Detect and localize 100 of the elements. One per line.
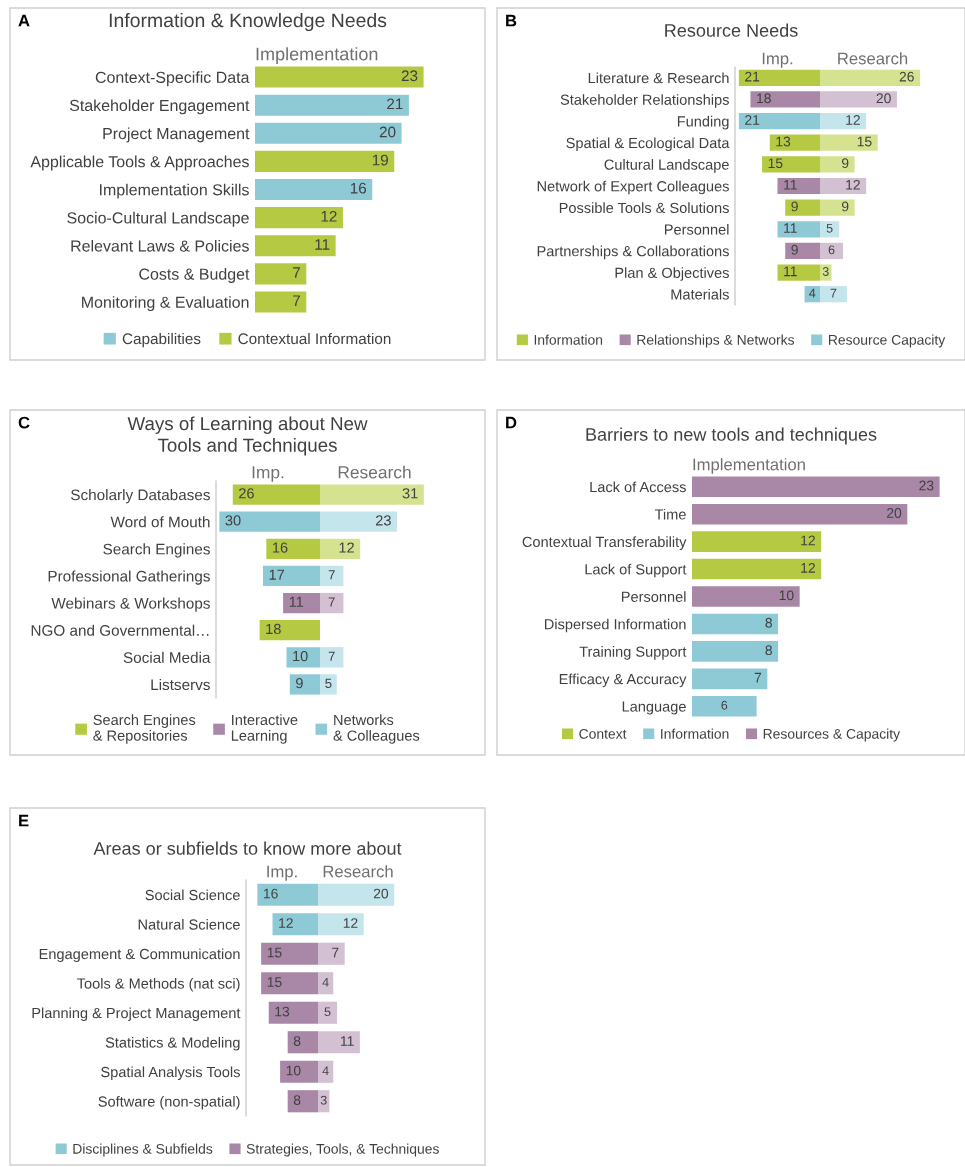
data-label: 7 (754, 672, 762, 683)
bar (692, 476, 940, 498)
bar (255, 66, 424, 88)
bar (692, 558, 822, 580)
text: B (506, 14, 517, 27)
data-label: 12 (279, 918, 293, 928)
data-label: 26 (239, 488, 254, 499)
x-axis-title: Imp. (762, 52, 793, 68)
y-tick-label: Engagement & Communication (39, 948, 240, 963)
data-label: 12 (801, 562, 815, 573)
data-label: 7 (328, 651, 335, 661)
legend-label: Networks & Colleagues (333, 714, 420, 744)
data-label: 21 (745, 114, 760, 125)
bar (255, 94, 409, 116)
y-tick-label: Efficacy & Accuracy (559, 673, 687, 688)
y-tick-label: Cultural Landscape (604, 159, 729, 173)
y-tick-label: Lack of Support (585, 563, 687, 578)
x-axis-title: Imp. (267, 865, 297, 881)
data-label: 15 (267, 947, 282, 958)
data-label: 12 (321, 210, 337, 222)
bar (255, 291, 307, 313)
data-label: 11 (289, 596, 304, 607)
data-label: 7 (293, 295, 300, 306)
bar (692, 586, 800, 607)
bar (255, 150, 395, 172)
y-tick-label: Scholarly Databases (71, 489, 210, 504)
data-label: 9 (791, 244, 798, 255)
legend-label: Resources & Capacity (763, 728, 901, 742)
y-tick-label: Lack of Access (590, 481, 686, 493)
chart-title: Resource Needs (665, 23, 798, 37)
data-label: 12 (339, 542, 354, 553)
data-label: 26 (899, 71, 914, 82)
data-label: 5 (324, 1007, 331, 1017)
y-tick-label: Monitoring & Evaluation (82, 296, 249, 312)
data-label: 11 (784, 223, 797, 233)
bar (692, 531, 822, 552)
bar (692, 503, 908, 525)
data-label: 9 (296, 678, 303, 689)
data-label: 23 (919, 480, 934, 491)
data-label: 23 (401, 70, 418, 82)
data-label: 9 (841, 158, 849, 169)
legend-label: Contextual Information (238, 332, 391, 345)
data-label: 18 (266, 623, 281, 635)
legend-label: Information (661, 728, 729, 739)
bar (255, 178, 373, 201)
data-label: 21 (387, 98, 403, 110)
data-label: 12 (846, 179, 860, 190)
data-label: 13 (275, 1006, 290, 1017)
y-tick-label: Applicable Tools & Approaches (30, 155, 249, 171)
y-tick-label: Stakeholder Relationships (560, 94, 729, 108)
data-label: 13 (776, 136, 791, 147)
bar (820, 264, 832, 281)
data-label: 23 (375, 515, 391, 526)
x-axis-title: Research (838, 52, 908, 65)
bar (318, 972, 334, 995)
y-tick-label: Social Media (123, 651, 211, 663)
data-label: 5 (325, 678, 332, 688)
y-tick-label: Stakeholder Engagement (69, 99, 250, 115)
bar (259, 620, 320, 641)
y-tick-label: Professional Gatherings (48, 570, 210, 585)
y-tick-label: Planning & Project Management (32, 1007, 241, 1022)
y-tick-label: Project Management (103, 127, 250, 143)
data-label: 19 (372, 154, 388, 166)
text: D (506, 416, 517, 429)
data-label: 11 (784, 266, 797, 277)
bar (255, 263, 307, 285)
data-label: 12 (846, 114, 860, 125)
data-label: 18 (757, 93, 771, 104)
chart-title: Areas or subfields to know more about (93, 841, 402, 855)
y-tick-label: Time (654, 508, 686, 520)
bar (692, 668, 768, 690)
bar (255, 122, 402, 144)
data-label: 20 (373, 888, 389, 899)
data-label: 20 (876, 93, 891, 104)
data-label: 7 (328, 570, 335, 580)
y-tick-label: Partnerships & Collaborations (537, 245, 729, 260)
legend-label: Context (579, 728, 627, 739)
y-tick-label: Dispersed Information (544, 618, 686, 633)
data-label: 8 (293, 1095, 301, 1105)
bar (692, 695, 757, 717)
bar (255, 235, 336, 257)
data-label: 17 (269, 569, 285, 580)
data-label: 5 (826, 223, 833, 233)
data-label: 7 (293, 267, 300, 278)
y-tick-label: Tools & Methods (nat sci) (77, 977, 240, 992)
legend-label: Resource Capacity (829, 334, 946, 348)
y-tick-label: Materials (671, 288, 729, 300)
text: E (19, 814, 29, 827)
data-label: 15 (768, 158, 783, 169)
data-label: 16 (272, 542, 288, 553)
data-label: 31 (402, 488, 418, 499)
data-label: 10 (286, 1065, 301, 1076)
data-label: 8 (765, 645, 772, 656)
data-label: 10 (293, 650, 308, 662)
y-tick-label: Training Support (579, 646, 687, 660)
y-tick-label: Possible Tools & Solutions (559, 202, 729, 214)
y-tick-label: Literature & Research (588, 72, 729, 84)
text: A (18, 14, 30, 27)
chart-title: Information & Knowledge Needs (109, 12, 387, 32)
data-label: 16 (263, 888, 278, 899)
